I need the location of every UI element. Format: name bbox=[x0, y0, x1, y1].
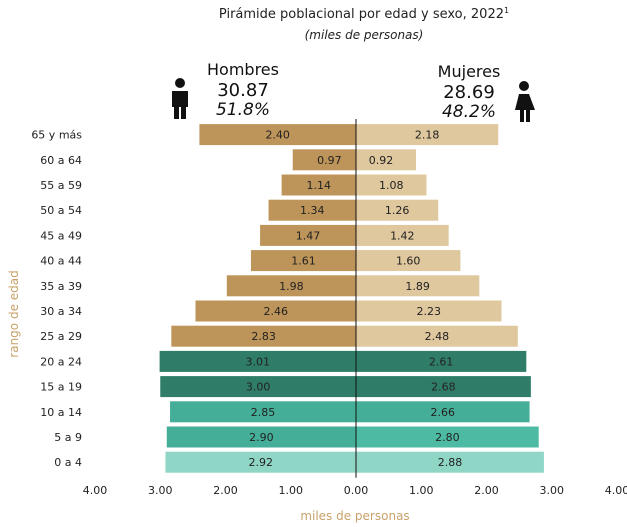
bar-men-7 bbox=[195, 300, 356, 322]
bar-women-12 bbox=[356, 426, 539, 448]
category-label-2: 55 a 59 bbox=[40, 179, 82, 192]
value-label-women-13: 2.88 bbox=[438, 456, 463, 469]
value-label-men-12: 2.90 bbox=[249, 431, 274, 444]
bar-women-2 bbox=[356, 174, 427, 196]
value-label-men-7: 2.46 bbox=[263, 305, 288, 318]
category-label-6: 35 a 39 bbox=[40, 280, 82, 293]
value-label-men-8: 2.83 bbox=[251, 330, 276, 343]
bar-men-8 bbox=[171, 325, 356, 347]
men-label: Hombres bbox=[207, 60, 279, 79]
value-label-women-11: 2.66 bbox=[431, 406, 456, 419]
female-figure-icon bbox=[515, 81, 535, 122]
bar-women-4 bbox=[356, 224, 449, 246]
chart-subtitle: (miles de personas) bbox=[305, 28, 424, 42]
bar-men-2 bbox=[281, 174, 356, 196]
value-label-men-4: 1.47 bbox=[296, 229, 321, 242]
bar-women-13 bbox=[356, 451, 544, 473]
women-share: 48.2% bbox=[442, 102, 496, 122]
category-label-1: 60 a 64 bbox=[40, 154, 82, 167]
value-label-men-1: 0.97 bbox=[317, 154, 342, 167]
bar-women-9 bbox=[356, 350, 527, 372]
value-label-men-9: 3.01 bbox=[246, 355, 271, 368]
value-label-women-6: 1.89 bbox=[405, 280, 430, 293]
male-figure-icon bbox=[172, 78, 188, 119]
bar-men-4 bbox=[260, 224, 356, 246]
category-label-4: 45 a 49 bbox=[40, 229, 82, 242]
bar-women-0 bbox=[356, 124, 499, 146]
men-share: 51.8% bbox=[216, 100, 270, 120]
value-label-women-8: 2.48 bbox=[425, 330, 450, 343]
value-label-women-5: 1.60 bbox=[396, 255, 421, 268]
men-total: 30.87 bbox=[217, 80, 269, 101]
category-label-11: 10 a 14 bbox=[40, 406, 82, 419]
x-tick-label-0: 4.00 bbox=[83, 484, 108, 497]
x-tick-label-8: 4.00 bbox=[605, 484, 627, 497]
category-label-3: 50 a 54 bbox=[40, 204, 82, 217]
category-label-12: 5 a 9 bbox=[54, 431, 82, 444]
value-label-women-4: 1.42 bbox=[390, 229, 415, 242]
bar-women-11 bbox=[356, 401, 530, 423]
value-label-men-0: 2.40 bbox=[265, 129, 290, 142]
y-axis-label: rango de edad bbox=[7, 270, 21, 357]
x-tick-label-1: 3.00 bbox=[148, 484, 173, 497]
bar-men-12 bbox=[166, 426, 356, 448]
value-label-men-10: 3.00 bbox=[246, 381, 271, 394]
bar-men-3 bbox=[268, 199, 356, 221]
bar-women-7 bbox=[356, 300, 502, 322]
value-label-men-3: 1.34 bbox=[300, 204, 325, 217]
bars-layer: 2.40 2.18 0.97 0.92 1.14 1.08 1.34 1.26 1.47 1.42… bbox=[159, 124, 544, 473]
category-label-7: 30 a 34 bbox=[40, 305, 82, 318]
category-labels: 65 y más 60 a 64 55 a 59 50 a 54 45 a 49 40 a… bbox=[31, 129, 82, 470]
x-tick-label-3: 1.00 bbox=[279, 484, 304, 497]
women-label: Mujeres bbox=[438, 62, 501, 81]
category-label-9: 20 a 24 bbox=[40, 355, 82, 368]
value-label-women-10: 2.68 bbox=[431, 381, 456, 394]
value-label-women-12: 2.80 bbox=[435, 431, 460, 444]
value-label-women-1: 0.92 bbox=[369, 154, 394, 167]
bar-women-1 bbox=[356, 149, 417, 171]
category-label-0: 65 y más bbox=[31, 129, 82, 142]
value-label-women-3: 1.26 bbox=[385, 204, 410, 217]
value-label-women-0: 2.18 bbox=[415, 129, 440, 142]
chart-title: Pirámide poblacional por edad y sexo, 20… bbox=[219, 6, 509, 22]
bar-men-0 bbox=[199, 124, 356, 146]
bar-women-6 bbox=[356, 275, 480, 297]
x-tick-label-7: 3.00 bbox=[540, 484, 565, 497]
x-axis-ticks: 4.00 3.00 2.00 1.00 0.00 1.00 2.00 3.00 4.00 bbox=[83, 484, 627, 497]
value-label-women-2: 1.08 bbox=[379, 179, 404, 192]
x-tick-label-2: 2.00 bbox=[213, 484, 238, 497]
value-label-men-5: 1.61 bbox=[291, 255, 316, 268]
bar-men-5 bbox=[250, 250, 356, 272]
bar-men-9 bbox=[159, 350, 356, 372]
bar-men-6 bbox=[226, 275, 356, 297]
value-label-men-13: 2.92 bbox=[248, 456, 273, 469]
category-label-13: 0 a 4 bbox=[54, 456, 82, 469]
bar-women-10 bbox=[356, 376, 531, 398]
bar-men-13 bbox=[165, 451, 356, 473]
x-tick-label-5: 1.00 bbox=[409, 484, 434, 497]
bar-women-5 bbox=[356, 250, 461, 272]
bar-men-1 bbox=[292, 149, 356, 171]
value-label-men-11: 2.85 bbox=[251, 406, 276, 419]
category-label-10: 15 a 19 bbox=[40, 381, 82, 394]
bar-men-11 bbox=[170, 401, 356, 423]
bar-men-10 bbox=[160, 376, 356, 398]
value-label-men-2: 1.14 bbox=[307, 179, 332, 192]
category-label-8: 25 a 29 bbox=[40, 330, 82, 343]
category-label-5: 40 a 44 bbox=[40, 255, 82, 268]
x-tick-label-6: 2.00 bbox=[474, 484, 499, 497]
x-tick-label-4: 0.00 bbox=[344, 484, 369, 497]
value-label-women-9: 2.61 bbox=[429, 355, 454, 368]
bar-women-8 bbox=[356, 325, 518, 347]
value-label-men-6: 1.98 bbox=[279, 280, 304, 293]
women-total: 28.69 bbox=[443, 82, 495, 103]
x-axis-label: miles de personas bbox=[300, 509, 409, 523]
value-label-women-7: 2.23 bbox=[417, 305, 442, 318]
bar-women-3 bbox=[356, 199, 439, 221]
